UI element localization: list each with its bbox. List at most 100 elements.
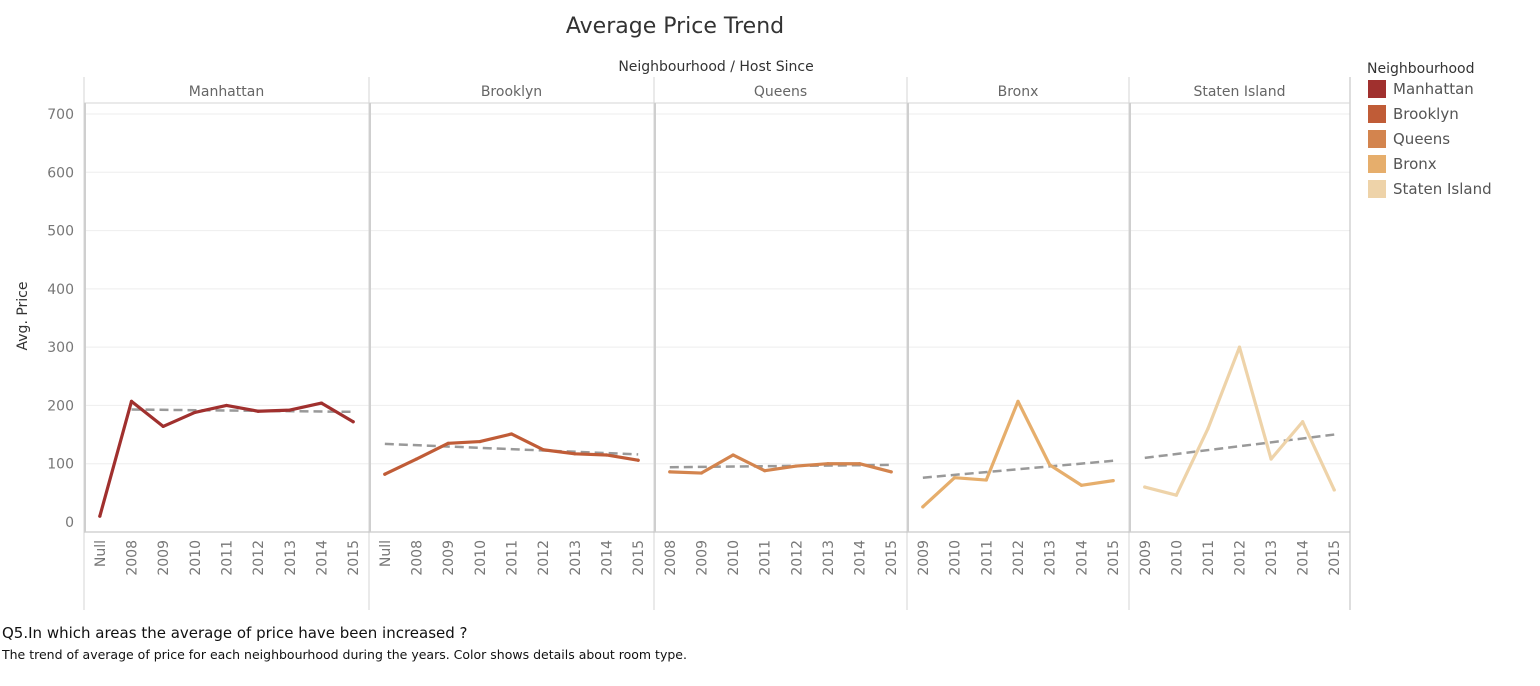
trend-line-manhattan — [131, 408, 354, 414]
data-point-queens — [794, 464, 798, 468]
x-tick-label: 2012 — [1011, 540, 1027, 576]
x-tick-label: 2010 — [188, 540, 204, 576]
x-tick-label: 2009 — [441, 540, 457, 576]
x-tick-label: 2012 — [789, 540, 805, 576]
x-tick-label: 2009 — [1138, 540, 1154, 576]
data-point-brooklyn — [541, 448, 545, 452]
x-tick-label: 2014 — [853, 540, 869, 576]
x-tick-label: 2015 — [1106, 540, 1122, 576]
x-tick-label: 2014 — [1296, 540, 1312, 576]
x-tick-label: Null — [93, 540, 109, 567]
legend-swatch-queens — [1368, 130, 1386, 148]
caption-question: Q5.In which areas the average of price h… — [2, 624, 468, 642]
data-point-brooklyn — [573, 452, 577, 456]
series-line-staten-island — [1143, 345, 1336, 497]
x-tick-label: 2013 — [1043, 540, 1059, 576]
data-point-staten-island — [1332, 488, 1336, 492]
trend-line-brooklyn — [384, 442, 639, 456]
series-line-queens — [668, 453, 893, 475]
panel-header-staten-island: Staten Island — [1193, 84, 1285, 100]
x-tick-label: 2014 — [315, 540, 331, 576]
x-tick-label: 2008 — [125, 540, 141, 576]
data-point-brooklyn — [636, 458, 640, 462]
x-tick-label: 2012 — [251, 540, 267, 576]
data-point-brooklyn — [604, 453, 609, 457]
x-tick-label: 2011 — [979, 540, 995, 576]
legend-swatch-staten-island — [1368, 180, 1386, 198]
trend-line-bronx — [922, 459, 1114, 479]
data-point-manhattan — [351, 420, 355, 424]
x-tick-label: 2009 — [156, 540, 172, 576]
x-tick-label: 2011 — [220, 540, 236, 576]
data-point-manhattan — [193, 410, 197, 415]
x-tick-label: 2011 — [758, 540, 774, 576]
chart-title: Average Price Trend — [566, 14, 784, 39]
data-point-queens — [889, 470, 893, 474]
y-tick-label: 200 — [47, 398, 74, 414]
legend-label-staten-island: Staten Island — [1393, 180, 1492, 198]
series-line-bronx — [921, 399, 1115, 509]
x-tick-label: 2008 — [410, 540, 426, 576]
series-line-brooklyn — [383, 432, 640, 476]
legend-label-manhattan: Manhattan — [1393, 80, 1474, 98]
data-point-bronx — [1048, 463, 1052, 467]
data-point-brooklyn — [509, 432, 514, 436]
x-tick-label: 2014 — [1074, 540, 1090, 576]
data-point-bronx — [984, 478, 988, 482]
x-tick-label: 2015 — [346, 540, 362, 576]
x-tick-label: 2013 — [1264, 540, 1280, 576]
panel-header-manhattan: Manhattan — [189, 84, 264, 100]
x-tick-label: 2008 — [663, 540, 679, 576]
legend-title: Neighbourhood — [1367, 61, 1474, 77]
x-tick-label: 2009 — [694, 540, 710, 576]
data-point-queens — [763, 469, 767, 473]
legend-swatch-brooklyn — [1368, 105, 1386, 123]
x-tick-label: 2011 — [1201, 540, 1217, 576]
series-line-manhattan — [98, 399, 355, 518]
data-point-brooklyn — [383, 472, 387, 476]
data-point-manhattan — [98, 514, 102, 518]
x-tick-label: 2010 — [473, 540, 489, 576]
panel-header-brooklyn: Brooklyn — [481, 84, 542, 100]
x-tick-label: 2013 — [821, 540, 837, 576]
y-tick-label: 0 — [65, 515, 74, 531]
x-tick-label: 2010 — [726, 540, 742, 576]
data-point-queens — [731, 453, 735, 457]
data-point-bronx — [952, 476, 957, 480]
legend-label-brooklyn: Brooklyn — [1393, 105, 1459, 123]
data-point-bronx — [1111, 479, 1115, 483]
x-tick-label: 2014 — [600, 540, 616, 576]
legend-label-bronx: Bronx — [1393, 155, 1437, 173]
data-point-manhattan — [256, 409, 260, 413]
data-point-bronx — [1079, 483, 1084, 487]
x-tick-label: Null — [378, 540, 394, 567]
legend-swatch-manhattan — [1368, 80, 1386, 98]
data-point-manhattan — [288, 408, 292, 412]
data-point-manhattan — [224, 403, 229, 408]
x-tick-label: 2015 — [631, 540, 647, 576]
data-point-queens — [857, 462, 862, 466]
x-tick-label: 2015 — [884, 540, 900, 576]
x-tick-label: 2009 — [916, 540, 932, 576]
legend-label-queens: Queens — [1393, 130, 1450, 148]
y-tick-label: 100 — [47, 457, 74, 473]
data-point-queens — [668, 470, 672, 474]
data-point-staten-island — [1301, 420, 1305, 424]
data-point-staten-island — [1174, 493, 1178, 497]
data-point-bronx — [921, 505, 925, 509]
data-point-staten-island — [1206, 427, 1210, 431]
panel-header-bronx: Bronx — [998, 84, 1039, 100]
panel-header-queens: Queens — [754, 84, 807, 100]
data-point-queens — [699, 471, 704, 475]
y-tick-label: 600 — [47, 165, 74, 181]
x-tick-label: 2012 — [536, 540, 552, 576]
x-tick-label: 2013 — [283, 540, 299, 576]
data-point-queens — [826, 462, 830, 466]
x-tick-label: 2015 — [1327, 540, 1343, 576]
x-tick-label: 2010 — [948, 540, 964, 576]
caption-description: The trend of average of price for each n… — [2, 647, 687, 662]
data-point-staten-island — [1143, 485, 1147, 489]
trend-line-staten-island — [1144, 433, 1335, 460]
data-point-manhattan — [161, 424, 165, 429]
